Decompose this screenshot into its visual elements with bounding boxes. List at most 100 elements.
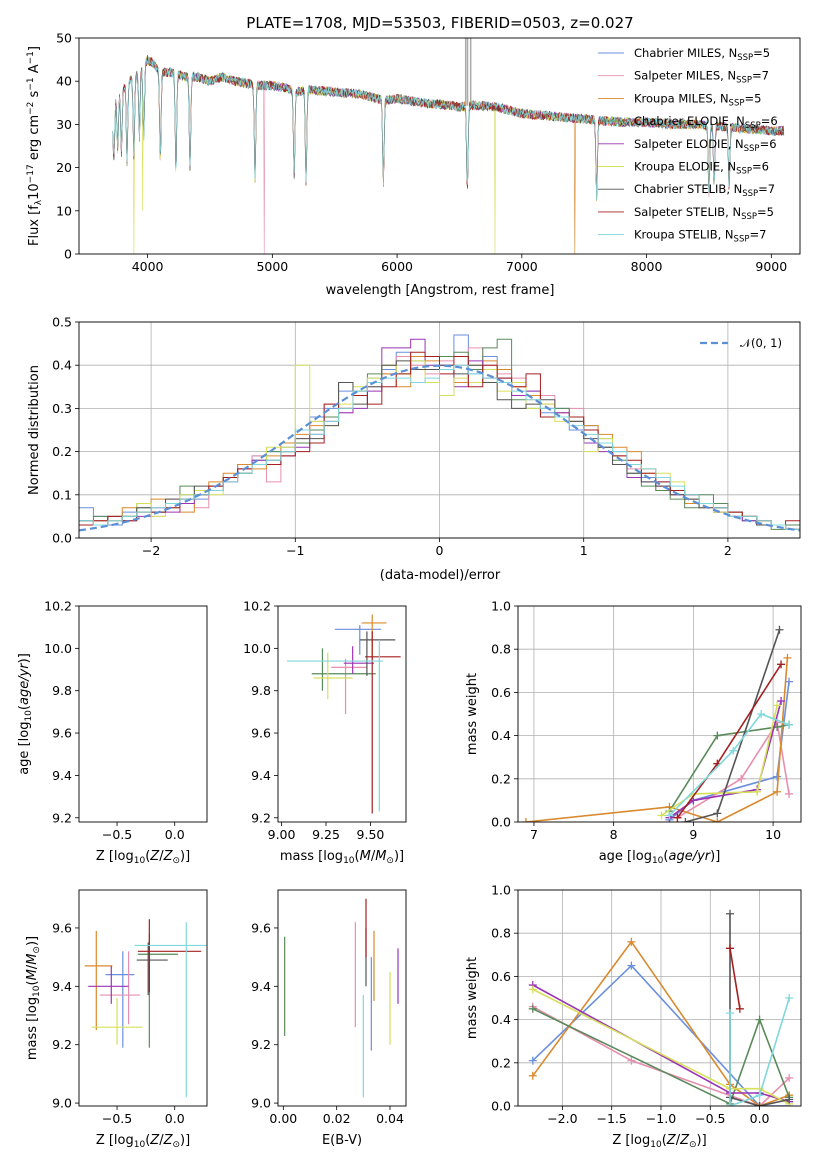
y-tick-label: 0.2 xyxy=(491,771,511,786)
x-label-part: / xyxy=(371,849,376,864)
y-label-part: Flux [f xyxy=(27,205,42,246)
x-tick-label: 1 xyxy=(580,543,588,558)
age_vs_mass-axes xyxy=(274,605,371,826)
y-label-part: )] xyxy=(25,936,40,946)
spectrum-axes xyxy=(75,37,772,258)
weight-marker xyxy=(673,813,682,822)
legend-label-name: Salpeter ELODIE, N xyxy=(634,137,744,151)
x-tick-label: 0.00 xyxy=(269,1111,297,1126)
legend-label: Chabrier ELODIE, NSSP=6 xyxy=(634,114,778,131)
legend-label-suffix: =5 xyxy=(757,205,774,219)
y-label-sup: −1 xyxy=(26,51,36,64)
mass_vs_EBV-frame xyxy=(277,889,407,1107)
weight-series-line xyxy=(532,1005,790,1106)
weight-marker xyxy=(757,710,766,718)
legend-label: 𝒩(0, 1) xyxy=(740,336,782,350)
y-tick-label: 20 xyxy=(56,160,72,175)
x-label-part: mass [log xyxy=(280,849,343,864)
y-label-part: ( xyxy=(25,980,40,985)
legend-label-name: Kroupa STELIB, N xyxy=(634,228,734,242)
x-tick-label: 4000 xyxy=(132,259,164,274)
y-tick-label: 0.3 xyxy=(52,401,72,416)
weight-marker xyxy=(726,909,735,918)
y-tick-label: 30 xyxy=(56,117,72,132)
legend-label-sub: SSP xyxy=(736,76,752,86)
x-tick-label: −0.5 xyxy=(102,1111,132,1126)
x-axis-label: (data-model)/error xyxy=(380,568,501,583)
y-label-part: ( xyxy=(17,705,32,710)
y-tick-label: 0.4 xyxy=(52,358,72,373)
legend-label-suffix: =7 xyxy=(752,69,769,83)
weight-marker xyxy=(627,937,636,946)
histogram-steps xyxy=(79,334,800,538)
legend-label-name: Chabrier STELIB, N xyxy=(634,182,742,196)
legend-label-sub: SSP xyxy=(729,98,745,108)
chart-title: PLATE=1708, MJD=53503, FIBERID=0503, z=0… xyxy=(246,14,633,32)
x-tick-label: 9.00 xyxy=(268,827,296,842)
y-tick-label: 0.0 xyxy=(491,1099,511,1114)
y-axis-label: mass weight xyxy=(465,673,480,755)
y-tick-label: 0.6 xyxy=(491,685,511,700)
residuals-frame xyxy=(78,321,801,539)
legend-label-suffix: =6 xyxy=(752,160,769,174)
x-axis-label: Z [log10(Z/Z⊙)] xyxy=(96,849,190,866)
weight-marker xyxy=(726,1009,735,1018)
weight-series-line xyxy=(661,705,778,817)
y-tick-label: 10.2 xyxy=(243,599,271,614)
weight-marker xyxy=(521,818,530,822)
y-axis-label: mass [log10(M/M⊙)] xyxy=(25,936,42,1060)
y-label-sup: −1 xyxy=(26,77,36,90)
weight-marker xyxy=(755,1015,764,1024)
weight-marker xyxy=(773,772,782,781)
legend-label: Salpeter ELODIE, NSSP=6 xyxy=(634,137,777,154)
legend-label: Salpeter STELIB, NSSP=5 xyxy=(634,205,774,222)
legend-label-sub: SSP xyxy=(737,53,753,63)
legend-label-suffix: =6 xyxy=(760,137,777,151)
weight-series-line xyxy=(669,700,782,819)
weight-series-line xyxy=(676,720,790,819)
spectrum-series-line xyxy=(112,56,785,200)
x-label-part: 10 xyxy=(343,856,355,866)
x-label-part: ⊙ xyxy=(172,1140,180,1150)
weight-marker xyxy=(737,774,746,783)
weight-marker xyxy=(777,660,786,669)
weight-marker xyxy=(755,1091,764,1100)
y-label-sup: −17 xyxy=(26,164,36,183)
weight-marker xyxy=(528,1056,537,1065)
x-label-part: Z [log xyxy=(96,849,134,864)
x-label-part: M xyxy=(360,849,371,864)
weight-marker xyxy=(713,809,722,818)
y-label-part: erg cm xyxy=(27,115,42,164)
y-tick-label: 9.6 xyxy=(52,920,72,935)
y-tick-label: 0.4 xyxy=(491,728,511,743)
x-tick-label: 8000 xyxy=(631,259,663,274)
weight_vs_age-lines xyxy=(521,625,794,822)
y-tick-label: 9.4 xyxy=(251,979,271,994)
legend-label-sub: SSP xyxy=(745,121,761,131)
y-tick-label: 10.0 xyxy=(44,641,72,656)
x-tick-label: 9 xyxy=(689,827,697,842)
y-label-part: 10 xyxy=(27,183,42,200)
x-axis-label: mass [log10(M/M⊙)] xyxy=(280,849,404,866)
x-tick-label: −0.5 xyxy=(695,1111,725,1126)
y-tick-label: 0.2 xyxy=(491,1055,511,1070)
x-axis-label: Z [log10(Z/Z⊙)] xyxy=(96,1133,190,1150)
spectrum-lines xyxy=(112,38,785,254)
age_vs_Z-axes xyxy=(75,605,176,826)
weight-marker xyxy=(627,1056,636,1065)
legend-label-sub: SSP xyxy=(742,189,758,199)
y-label-part: age/yr xyxy=(17,662,32,705)
y-tick-label: 9.0 xyxy=(251,1096,271,1111)
mass_vs_Z-errorbars xyxy=(84,919,207,1098)
y-label-part: ⊙ xyxy=(32,946,42,954)
weight-series-line xyxy=(668,713,790,817)
legend-label-sub: SSP xyxy=(736,167,752,177)
y-tick-label: 9.0 xyxy=(52,1096,72,1111)
x-tick-label: 0 xyxy=(436,543,444,558)
legend-label-name: Salpeter STELIB, N xyxy=(634,205,741,219)
x-tick-label: 9.25 xyxy=(312,827,340,842)
x-label-part: Z xyxy=(666,1133,677,1148)
x-tick-label: −1.5 xyxy=(596,1111,626,1126)
legend-label-name: Kroupa ELODIE, N xyxy=(634,160,736,174)
